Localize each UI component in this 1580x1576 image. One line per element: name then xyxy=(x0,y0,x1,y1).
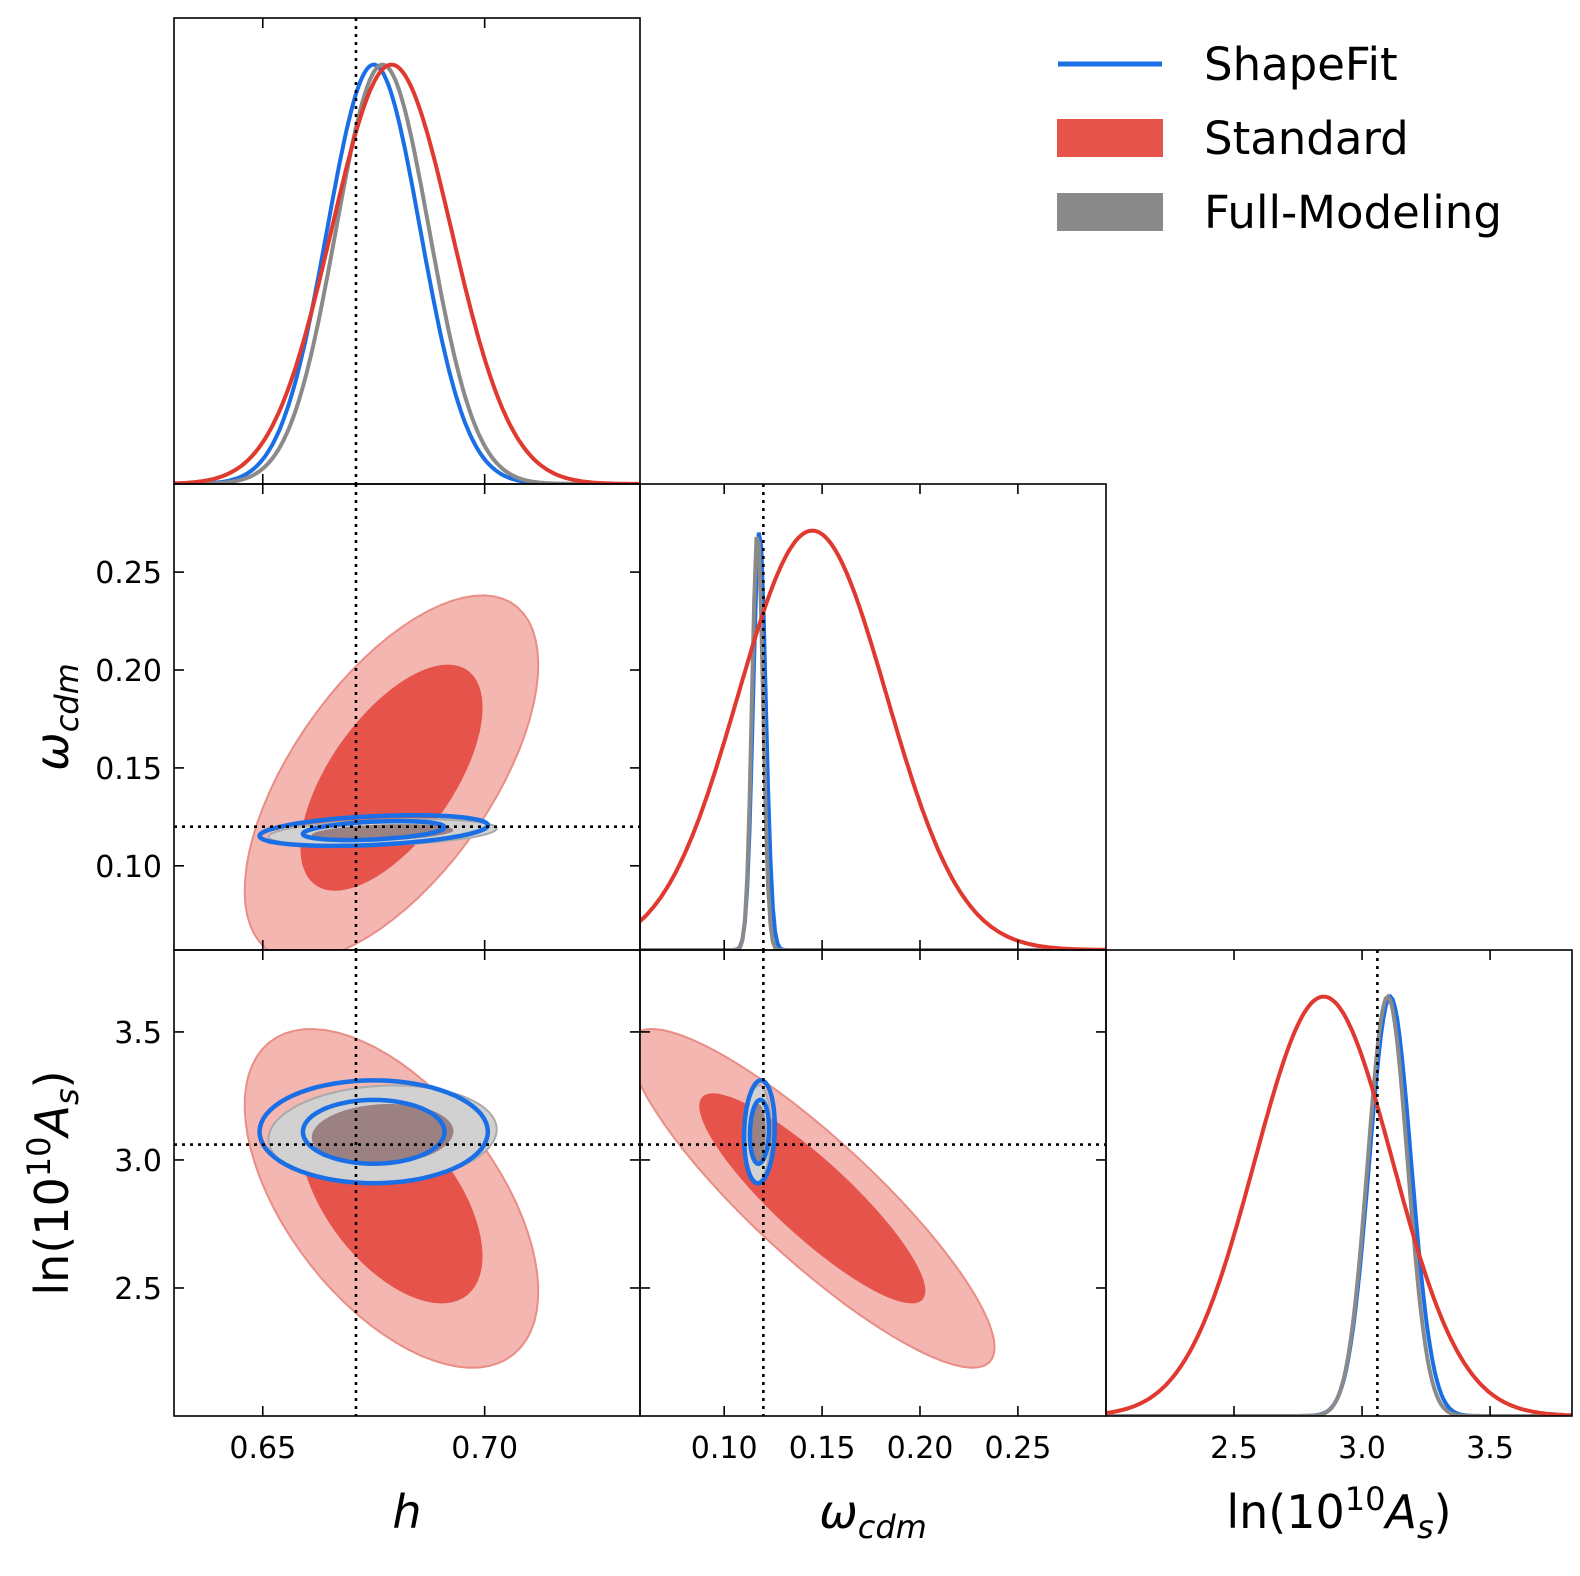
legend-swatch-full-modeling xyxy=(1057,193,1163,231)
panel-lnAs-omega_cdm xyxy=(639,949,1107,1417)
label-part: ω xyxy=(819,1485,858,1539)
posterior-curve-shapefit xyxy=(1106,993,1572,1416)
x-axis-label-lnAs: ln(1010As) xyxy=(1226,1480,1451,1546)
y-axis-label-omega_cdm: ωcdm xyxy=(25,663,86,771)
y-tick-label: 0.15 xyxy=(95,752,162,787)
panel-body xyxy=(174,484,640,950)
contour-95-shapefit xyxy=(741,1078,778,1186)
posterior-curve-shapefit xyxy=(174,62,640,484)
x-tick-label: 2.5 xyxy=(1210,1431,1258,1466)
x-tick-label: 3.5 xyxy=(1466,1431,1514,1466)
x-tick-label: 0.10 xyxy=(691,1431,758,1466)
contour-68-full-modeling xyxy=(311,1104,454,1165)
y-tick-label: 2.5 xyxy=(114,1272,162,1307)
x-tick-label: 3.0 xyxy=(1338,1431,1386,1466)
y-tick-label: 0.25 xyxy=(95,556,162,591)
contour-68-shapefit xyxy=(300,818,447,843)
label-part: ln(10 xyxy=(1226,1485,1344,1539)
x-axis-label-omega_cdm: ωcdm xyxy=(819,1485,927,1546)
label-part: cdm xyxy=(858,1508,927,1546)
panel-lnAs-h xyxy=(173,949,641,1417)
panel-frame xyxy=(173,17,641,485)
posterior-curve-full-modeling xyxy=(640,536,1106,950)
posterior-curve-standard xyxy=(174,62,640,484)
label-part: ln(10 xyxy=(25,1177,79,1295)
contour-95-shapefit xyxy=(257,1078,491,1186)
y-tick-label: 3.5 xyxy=(114,1016,162,1051)
panel-frame xyxy=(1105,949,1573,1417)
label-part: h xyxy=(392,1485,421,1539)
y-tick-label: 0.10 xyxy=(95,850,162,885)
posterior-curve-full-modeling xyxy=(174,62,640,484)
contour-95-shapefit xyxy=(257,812,491,849)
label-part: cdm xyxy=(48,663,86,732)
panel-body xyxy=(174,950,640,1416)
label-part: s xyxy=(48,1088,86,1105)
legend-label-shapefit: ShapeFit xyxy=(1204,38,1398,91)
x-tick-label: 0.20 xyxy=(887,1431,954,1466)
x-tick-label: 0.70 xyxy=(451,1431,518,1466)
x-tick-label: 0.65 xyxy=(229,1431,296,1466)
label-part: ) xyxy=(1434,1485,1452,1539)
label-part: ω xyxy=(25,732,79,771)
legend-label-standard: Standard xyxy=(1204,112,1409,165)
legend: ShapeFit Standard Full-Modeling xyxy=(1057,38,1502,239)
panel-body xyxy=(174,18,640,484)
panel-frame xyxy=(639,483,1107,951)
y-axis-label-lnAs: ln(1010As) xyxy=(20,1070,86,1295)
panel-body xyxy=(640,950,1106,1416)
label-part: A xyxy=(25,1105,79,1139)
label-part: s xyxy=(1417,1508,1434,1546)
legend-label-full-modeling: Full-Modeling xyxy=(1204,186,1502,239)
x-tick-label: 0.15 xyxy=(789,1431,856,1466)
panel-omega_cdm-h xyxy=(173,483,641,951)
x-axis-label-h: h xyxy=(392,1485,421,1539)
panel-body xyxy=(1106,950,1572,1416)
panel-omega_cdm-omega_cdm xyxy=(639,483,1107,951)
posterior-curve-standard xyxy=(1106,994,1572,1416)
contour-68-shapefit xyxy=(300,1097,447,1166)
label-part: A xyxy=(1383,1485,1417,1539)
y-tick-label: 3.0 xyxy=(114,1144,162,1179)
x-tick-label: 0.25 xyxy=(984,1431,1051,1466)
posterior-curve-full-modeling xyxy=(1106,993,1572,1416)
label-part: 10 xyxy=(1345,1480,1386,1518)
label-part: 10 xyxy=(20,1136,58,1177)
panel-h-h xyxy=(173,17,641,485)
legend-swatch-standard xyxy=(1057,119,1163,157)
panel-lnAs-lnAs xyxy=(1105,949,1573,1417)
posterior-curve-standard xyxy=(640,528,1106,950)
label-part: ) xyxy=(25,1070,79,1088)
contour-68-shapefit xyxy=(747,1097,772,1166)
panel-body xyxy=(640,484,1106,950)
y-tick-label: 0.20 xyxy=(95,654,162,689)
posterior-curve-shapefit xyxy=(640,532,1106,950)
